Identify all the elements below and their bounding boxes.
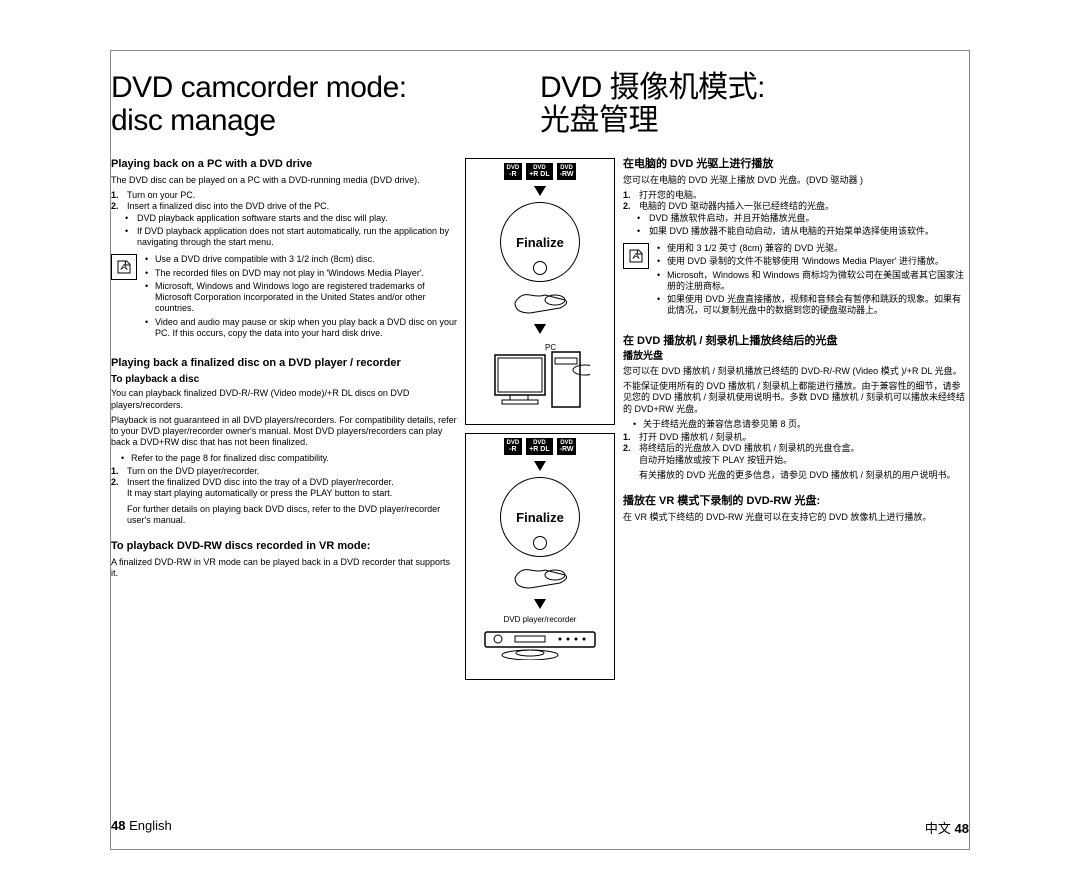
player-step-1-zh: 打开 DVD 播放机 / 刻录机。 bbox=[639, 432, 969, 443]
title-zh-line2: 光盘管理 bbox=[540, 104, 969, 137]
player-step-1: Turn on the DVD player/recorder. bbox=[127, 466, 457, 477]
pc-sub-2-zh: 如果 DVD 播放器不能自动启动，请从电脑的开始菜单选择使用该软件。 bbox=[649, 226, 969, 237]
note-block-pc-zh: 使用和 3 1/2 英寸 (8cm) 兼容的 DVD 光驱。 使用 DVD 录制… bbox=[623, 243, 969, 319]
pc-step-1-zh: 打开您的电脑。 bbox=[639, 190, 969, 201]
pagenum-en: 48 bbox=[111, 818, 125, 833]
finalize-disc-icon: Finalize bbox=[500, 202, 580, 282]
pc-note-1-zh: 使用和 3 1/2 英寸 (8cm) 兼容的 DVD 光驱。 bbox=[657, 243, 969, 254]
vr-text-zh: 在 VR 模式下终结的 DVD-RW 光盘可以在支持它的 DVD 放像机上进行播… bbox=[623, 512, 969, 523]
pc-sub-1-zh: DVD 播放软件启动，并且开始播放光盘。 bbox=[649, 213, 969, 224]
pc-notes: Use a DVD drive compatible with 3 1/2 in… bbox=[145, 254, 457, 341]
player-sub-2-zh: 有关播放的 DVD 光盘的更多信息，请参见 DVD 播放机 / 刻录机的用户说明… bbox=[639, 470, 969, 481]
arrow-down-icon bbox=[534, 461, 546, 471]
pc-step-2-zh: 电脑的 DVD 驱动器内插入一张已经终结的光盘。 bbox=[639, 201, 969, 212]
player-sub-1-zh: 自动开始播放或按下 PLAY 按钮开始。 bbox=[639, 455, 969, 466]
player-sub-2: For further details on playing back DVD … bbox=[127, 504, 457, 527]
note-block-pc: Use a DVD drive compatible with 3 1/2 in… bbox=[111, 254, 457, 341]
pc-steps-zh: 1.打开您的电脑。 2.电脑的 DVD 驱动器内插入一张已经终结的光盘。 bbox=[623, 190, 969, 213]
pc-step-2: Insert a finalized disc into the DVD dri… bbox=[127, 201, 457, 212]
hand-insert-icon bbox=[510, 288, 570, 318]
badge-dvd-rw: DVD-RW bbox=[557, 438, 577, 455]
pc-substeps: DVD playback application software starts… bbox=[111, 213, 457, 249]
column-illustrations: DVD-R DVD+R DL DVD-RW Finalize PC bbox=[465, 158, 615, 680]
dvd-player-icon bbox=[480, 630, 600, 675]
finalize-label: Finalize bbox=[516, 235, 564, 250]
page-number-zh: 中文 48 bbox=[925, 818, 969, 837]
heading-vr-mode: To playback DVD-RW discs recorded in VR … bbox=[111, 540, 457, 554]
player-intro1-zh: 您可以在 DVD 播放机 / 刻录机播放已终结的 DVD-R/-RW (Vide… bbox=[623, 366, 969, 377]
arrow-down-icon bbox=[534, 186, 546, 196]
heading-player-playback-zh: 在 DVD 播放机 / 刻录机上播放终结后的光盘 bbox=[623, 335, 969, 349]
title-zh-line1: DVD 摄像机模式: bbox=[540, 71, 969, 104]
title-row: DVD camcorder mode: disc manage DVD 摄像机模… bbox=[111, 51, 969, 148]
disc-badges: DVD-R DVD+R DL DVD-RW bbox=[504, 438, 577, 455]
manual-page: DVD camcorder mode: disc manage DVD 摄像机模… bbox=[110, 50, 970, 850]
arrow-down-icon bbox=[534, 599, 546, 609]
badge-dvd-rw: DVD-RW bbox=[557, 163, 577, 180]
finalize-disc-icon: Finalize bbox=[500, 477, 580, 557]
pc-substeps-zh: DVD 播放软件启动，并且开始播放光盘。 如果 DVD 播放器不能自动启动，请从… bbox=[623, 213, 969, 238]
badge-dvd-r: DVD-R bbox=[504, 438, 523, 455]
heading-pc-playback: Playing back on a PC with a DVD drive bbox=[111, 158, 457, 172]
player-note-1-zh: 关于终结光盘的兼容信息请参见第 8 页。 bbox=[633, 419, 969, 430]
page-number-en: 48 English bbox=[111, 818, 172, 837]
pc-icon: PC bbox=[490, 340, 590, 420]
title-en-line1: DVD camcorder mode: bbox=[111, 71, 540, 104]
pc-note-3-zh: Microsoft，Windows 和 Windows 商标均为微软公司在美国或… bbox=[657, 270, 969, 293]
title-chinese: DVD 摄像机模式: 光盘管理 bbox=[540, 51, 969, 147]
player-label: DVD player/recorder bbox=[504, 615, 577, 624]
player-sub-1: It may start playing automatically or pr… bbox=[127, 488, 457, 499]
player-intro2-zh: 不能保证使用所有的 DVD 播放机 / 刻录机上都能进行播放。由于兼容性的细节，… bbox=[623, 381, 969, 415]
illustration-player: DVD-R DVD+R DL DVD-RW Finalize DVD playe… bbox=[465, 433, 615, 680]
finalize-label: Finalize bbox=[516, 510, 564, 525]
player-note-list-zh: 关于终结光盘的兼容信息请参见第 8 页。 bbox=[623, 419, 969, 430]
columns: Playing back on a PC with a DVD drive Th… bbox=[111, 158, 969, 680]
note-icon bbox=[623, 243, 649, 269]
pc-note-2-zh: 使用 DVD 录制的文件不能够使用 'Windows Media Player'… bbox=[657, 256, 969, 267]
disc-badges: DVD-R DVD+R DL DVD-RW bbox=[504, 163, 577, 180]
note-icon bbox=[111, 254, 137, 280]
pc-intro: The DVD disc can be played on a PC with … bbox=[111, 175, 457, 186]
hand-insert-icon bbox=[510, 563, 570, 593]
player-intro2: Playback is not guaranteed in all DVD pl… bbox=[111, 415, 457, 449]
player-note-1: Refer to the page 8 for finalized disc c… bbox=[121, 453, 457, 464]
vr-text: A finalized DVD-RW in VR mode can be pla… bbox=[111, 557, 457, 580]
sub-to-playback-zh: 播放光盘 bbox=[623, 351, 969, 364]
title-en-line2: disc manage bbox=[111, 104, 540, 137]
column-chinese: 在电脑的 DVD 光驱上进行播放 您可以在电脑的 DVD 光驱上播放 DVD 光… bbox=[623, 158, 969, 680]
player-step-2: Insert the finalized DVD disc into the t… bbox=[127, 477, 457, 488]
pc-sub-2: If DVD playback application does not sta… bbox=[137, 226, 457, 249]
pc-note-2: The recorded files on DVD may not play i… bbox=[145, 268, 457, 279]
pc-intro-zh: 您可以在电脑的 DVD 光驱上播放 DVD 光盘。(DVD 驱动器 ) bbox=[623, 175, 969, 186]
badge-dvd-rdl: DVD+R DL bbox=[526, 163, 552, 180]
player-intro1: You can playback finalized DVD-R/-RW (Vi… bbox=[111, 388, 457, 411]
pc-note-4-zh: 如果使用 DVD 光盘直接播放，视频和音频会有暂停和跳跃的现象。如果有此情况，可… bbox=[657, 294, 969, 317]
pc-step-1: Turn on your PC. bbox=[127, 190, 457, 201]
pagenum-zh: 48 bbox=[955, 821, 969, 836]
sub-to-playback: To playback a disc bbox=[111, 374, 457, 387]
player-steps-zh: 1.打开 DVD 播放机 / 刻录机。 2.将终结后的光盘放入 DVD 播放机 … bbox=[623, 432, 969, 455]
player-steps: 1.Turn on the DVD player/recorder. 2.Ins… bbox=[111, 466, 457, 489]
page-footer: 48 English 中文 48 bbox=[111, 818, 969, 837]
title-english: DVD camcorder mode: disc manage bbox=[111, 51, 540, 147]
heading-pc-playback-zh: 在电脑的 DVD 光驱上进行播放 bbox=[623, 158, 969, 172]
pc-note-1: Use a DVD drive compatible with 3 1/2 in… bbox=[145, 254, 457, 265]
pc-note-3: Microsoft, Windows and Windows logo are … bbox=[145, 281, 457, 315]
badge-dvd-rdl: DVD+R DL bbox=[526, 438, 552, 455]
illustration-pc: DVD-R DVD+R DL DVD-RW Finalize PC bbox=[465, 158, 615, 425]
pc-label: PC bbox=[545, 343, 556, 352]
column-english: Playing back on a PC with a DVD drive Th… bbox=[111, 158, 457, 680]
pc-steps: 1.Turn on your PC. 2.Insert a finalized … bbox=[111, 190, 457, 213]
pagetxt-zh: 中文 bbox=[925, 821, 955, 836]
badge-dvd-r: DVD-R bbox=[504, 163, 523, 180]
pagetxt-en: English bbox=[125, 818, 171, 833]
heading-vr-mode-zh: 播放在 VR 模式下录制的 DVD-RW 光盘: bbox=[623, 495, 969, 509]
heading-player-playback: Playing back a finalized disc on a DVD p… bbox=[111, 357, 457, 371]
player-step-2-zh: 将终结后的光盘放入 DVD 播放机 / 刻录机的光盘仓盒。 bbox=[639, 443, 969, 454]
pc-note-4: Video and audio may pause or skip when y… bbox=[145, 317, 457, 340]
player-note-list: Refer to the page 8 for finalized disc c… bbox=[111, 453, 457, 464]
pc-notes-zh: 使用和 3 1/2 英寸 (8cm) 兼容的 DVD 光驱。 使用 DVD 录制… bbox=[657, 243, 969, 319]
arrow-down-icon bbox=[534, 324, 546, 334]
pc-sub-1: DVD playback application software starts… bbox=[137, 213, 457, 224]
